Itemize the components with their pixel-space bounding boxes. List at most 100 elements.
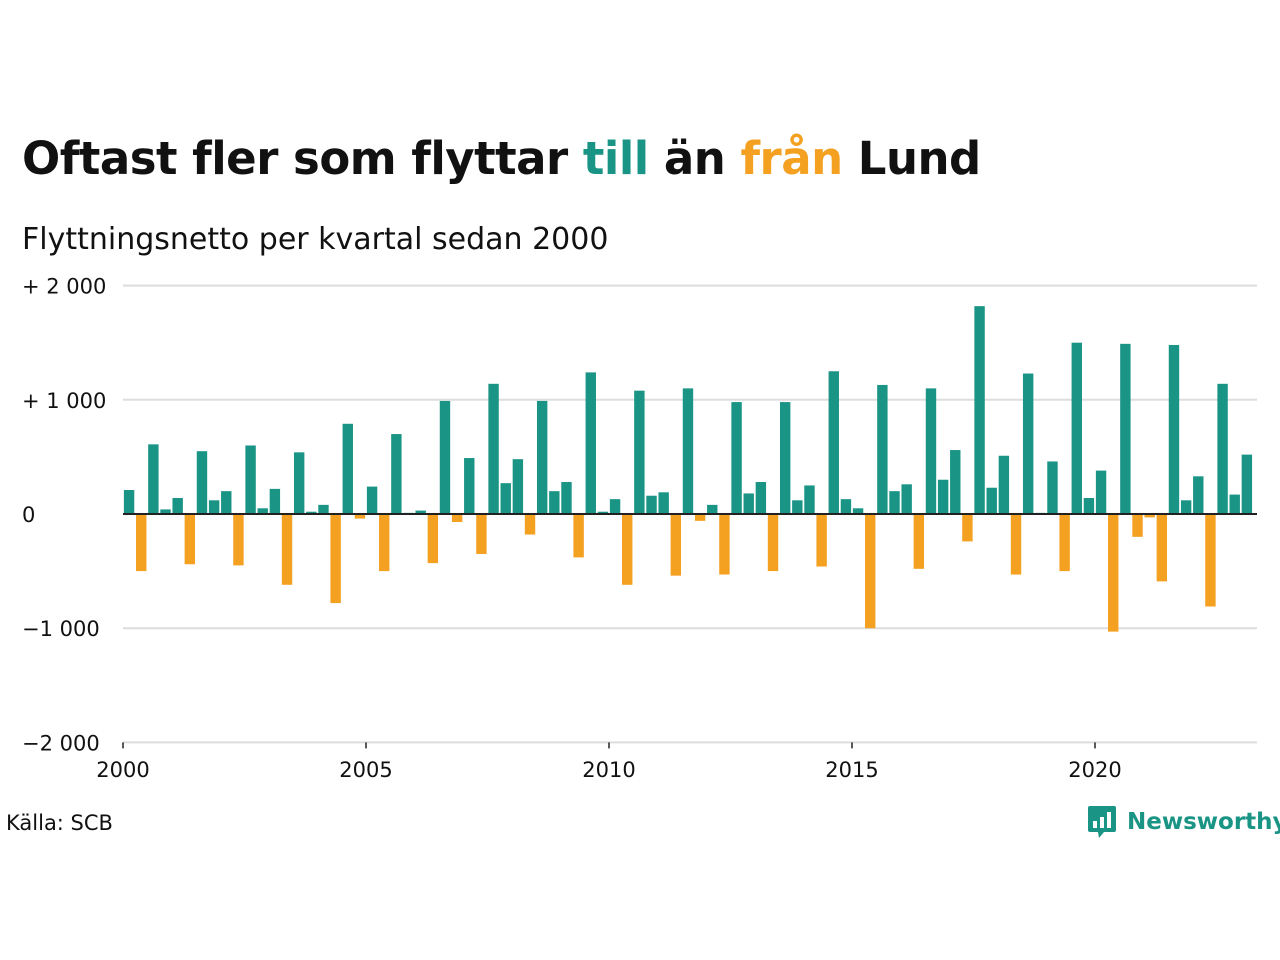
bar <box>136 514 147 572</box>
bar <box>1144 514 1155 518</box>
bar <box>1217 383 1228 514</box>
bar <box>573 514 584 558</box>
x-tick-label: 2000 <box>96 758 149 782</box>
bar <box>694 514 706 521</box>
bar <box>536 400 548 514</box>
bar <box>962 514 973 542</box>
bar <box>257 508 268 514</box>
bar <box>1108 514 1119 632</box>
title-part-2: än <box>648 132 741 185</box>
bar <box>913 514 925 569</box>
bar <box>1205 514 1216 607</box>
bar <box>998 455 1010 514</box>
bar <box>172 498 183 514</box>
bar <box>901 484 912 514</box>
bar <box>816 514 827 567</box>
bar <box>221 491 232 514</box>
bar <box>1022 373 1034 514</box>
bar <box>1168 344 1180 514</box>
bar <box>415 510 426 514</box>
bar <box>1193 476 1204 514</box>
bar <box>281 514 293 585</box>
bar <box>488 383 499 514</box>
bar <box>330 514 341 604</box>
y-tick-labels: + 2 000 + 1 000 0 −1 000 −2 000 <box>22 275 106 756</box>
bar <box>670 514 682 576</box>
bar <box>427 514 439 564</box>
bar <box>865 514 876 629</box>
title-part-1: Oftast fler som flyttar <box>22 132 583 185</box>
bar <box>1180 500 1192 514</box>
bar <box>500 483 511 514</box>
bar <box>852 508 864 514</box>
bar <box>1095 470 1107 514</box>
bar <box>342 423 353 514</box>
x-tick-label: 2020 <box>1068 758 1121 782</box>
bar <box>293 452 305 514</box>
bar <box>439 400 451 514</box>
y-tick-label: −2 000 <box>22 731 100 755</box>
brand-name: Newsworthy <box>1127 809 1280 835</box>
bar <box>743 493 754 514</box>
bar <box>889 491 900 514</box>
bar <box>391 434 402 514</box>
bar <box>1010 514 1022 575</box>
title-negative-word: från <box>740 132 843 185</box>
bar <box>184 514 196 565</box>
brand-logo: Newsworthy <box>1087 804 1280 840</box>
bar <box>1120 343 1131 514</box>
bar <box>233 514 244 566</box>
y-tick-label: −1 000 <box>22 617 100 641</box>
bar <box>585 372 596 514</box>
chart-title: Oftast fler som flyttar till än från Lun… <box>22 132 981 185</box>
y-tick-label: + 1 000 <box>22 389 106 413</box>
bar <box>925 388 937 514</box>
bar <box>245 445 256 514</box>
bar <box>804 485 815 514</box>
x-tick-label: 2010 <box>582 758 635 782</box>
bar <box>366 486 378 514</box>
bar <box>1132 514 1143 537</box>
bar <box>779 402 791 514</box>
bar <box>707 504 718 514</box>
bar <box>974 306 985 514</box>
bar <box>512 459 524 514</box>
bar <box>318 504 329 514</box>
bar <box>840 499 852 514</box>
newsworthy-logo-icon <box>1088 806 1116 838</box>
y-tick-label: 0 <box>22 503 35 527</box>
bar <box>1071 342 1082 514</box>
bar <box>1156 514 1168 582</box>
bar <box>1229 494 1240 514</box>
bar <box>986 487 997 514</box>
bar <box>524 514 536 535</box>
bar <box>877 384 888 514</box>
bar <box>828 371 839 514</box>
bar <box>1059 514 1070 572</box>
bar <box>646 495 657 514</box>
bar <box>354 514 366 519</box>
chart-subtitle: Flyttningsnetto per kvartal sedan 2000 <box>22 222 609 257</box>
bar <box>1047 461 1058 514</box>
bar <box>622 514 633 585</box>
bar <box>792 500 803 514</box>
bar <box>464 458 475 514</box>
x-tick-label: 2015 <box>825 758 878 782</box>
bar <box>767 514 779 572</box>
title-positive-word: till <box>582 132 649 185</box>
source-note: Källa: SCB <box>6 811 113 835</box>
bar <box>755 482 767 514</box>
bar <box>160 509 171 514</box>
bar <box>1241 454 1253 514</box>
bar <box>451 514 463 522</box>
bar <box>379 514 390 572</box>
bar <box>269 488 281 514</box>
bar <box>950 450 961 514</box>
x-tick-label: 2005 <box>339 758 392 782</box>
bar-chart: + 2 000 + 1 000 0 −1 000 −2 000 2000 2005 2010… <box>22 275 1257 782</box>
title-part-3: Lund <box>842 132 981 185</box>
bar <box>719 514 730 575</box>
bar <box>196 451 208 514</box>
bar <box>731 402 742 514</box>
bar <box>1083 498 1095 514</box>
